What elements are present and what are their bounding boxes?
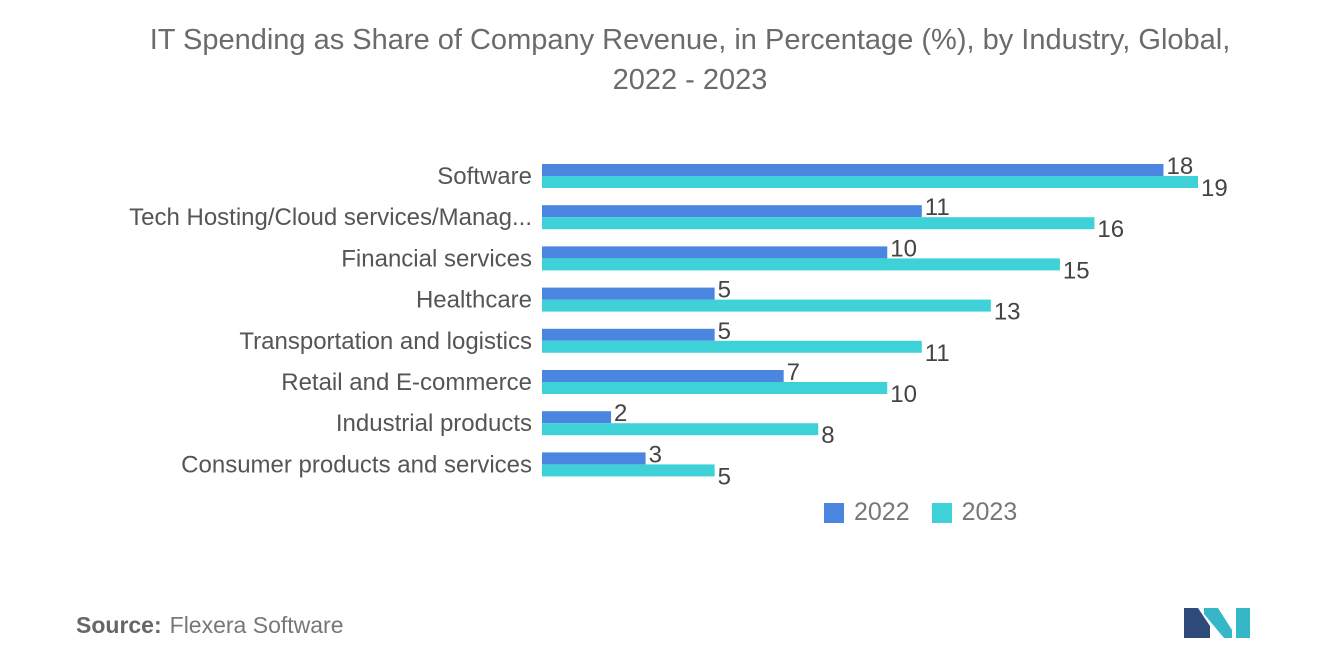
- bar-2022-healthcare[interactable]: [542, 287, 715, 300]
- legend-label-2022: 2022: [854, 498, 910, 526]
- value-label-2022-industrial-products: 2: [614, 400, 627, 427]
- value-label-2022-tech-hosting-cloud-services-manag: 11: [925, 194, 950, 221]
- value-label-2022-consumer-products-and-services: 3: [649, 441, 662, 468]
- bar-2023-financial-services[interactable]: [542, 258, 1060, 271]
- value-label-2022-transportation-and-logistics: 5: [718, 318, 731, 345]
- value-label-2023-transportation-and-logistics: 11: [925, 340, 950, 367]
- category-label-tech-hosting-cloud-services-manag: Tech Hosting/Cloud services/Manag...: [129, 204, 532, 231]
- bar-2023-transportation-and-logistics[interactable]: [542, 340, 922, 353]
- value-label-2023-industrial-products: 8: [821, 422, 834, 449]
- value-label-2022-retail-and-e-commerce: 7: [787, 359, 800, 386]
- bar-2022-transportation-and-logistics[interactable]: [542, 328, 715, 341]
- bar-2023-software[interactable]: [542, 176, 1198, 188]
- category-label-industrial-products: Industrial products: [336, 410, 532, 437]
- mordor-intelligence-logo-icon: [1184, 608, 1250, 638]
- value-label-2023-healthcare: 13: [994, 299, 1021, 326]
- source-note: Source: Flexera Software: [76, 612, 344, 639]
- value-label-2023-tech-hosting-cloud-services-manag: 16: [1097, 216, 1124, 243]
- legend-swatch-2022: [824, 502, 844, 523]
- chart-legend: 2022 2023: [824, 498, 1039, 527]
- value-label-2023-consumer-products-and-services: 5: [718, 463, 731, 490]
- category-label-consumer-products-and-services: Consumer products and services: [181, 451, 532, 478]
- category-label-software: Software: [437, 163, 532, 190]
- chart-title: IT Spending as Share of Company Revenue,…: [60, 20, 1320, 100]
- legend-swatch-2023: [931, 502, 952, 523]
- legend-label-2023: 2023: [961, 498, 1018, 526]
- bar-2023-healthcare[interactable]: [542, 299, 991, 312]
- category-label-healthcare: Healthcare: [416, 287, 532, 314]
- value-label-2023-financial-services: 15: [1063, 257, 1090, 284]
- value-label-2022-healthcare: 5: [718, 277, 731, 304]
- source-value: Flexera Software: [169, 612, 344, 638]
- bar-2023-tech-hosting-cloud-services-manag[interactable]: [542, 217, 1095, 230]
- bar-2023-consumer-products-and-services[interactable]: [542, 464, 715, 477]
- bar-2023-retail-and-e-commerce[interactable]: [542, 382, 888, 394]
- bar-2022-industrial-products[interactable]: [542, 411, 612, 424]
- chart-title-line-1: IT Spending as Share of Company Revenue,…: [149, 24, 1231, 56]
- value-label-2023-software: 19: [1201, 175, 1228, 202]
- bar-2022-financial-services[interactable]: [542, 246, 888, 259]
- source-label: Source:: [76, 612, 162, 638]
- category-label-transportation-and-logistics: Transportation and logistics: [239, 328, 532, 355]
- bar-2022-tech-hosting-cloud-services-manag[interactable]: [542, 205, 922, 218]
- bar-2022-consumer-products-and-services[interactable]: [542, 452, 646, 465]
- value-label-2022-financial-services: 10: [890, 235, 917, 262]
- legend-item-2023[interactable]: 2023: [931, 498, 1018, 527]
- value-label-2023-retail-and-e-commerce: 10: [890, 381, 917, 408]
- value-label-2022-software: 18: [1166, 153, 1193, 180]
- chart-title-line-2: 2022 - 2023: [612, 64, 768, 96]
- bar-2022-software[interactable]: [542, 164, 1164, 176]
- category-label-financial-services: Financial services: [341, 245, 532, 272]
- bar-2022-retail-and-e-commerce[interactable]: [542, 370, 784, 382]
- legend-item-2022[interactable]: 2022: [824, 498, 910, 527]
- bar-2023-industrial-products[interactable]: [542, 423, 819, 436]
- category-label-retail-and-e-commerce: Retail and E-commerce: [281, 369, 532, 396]
